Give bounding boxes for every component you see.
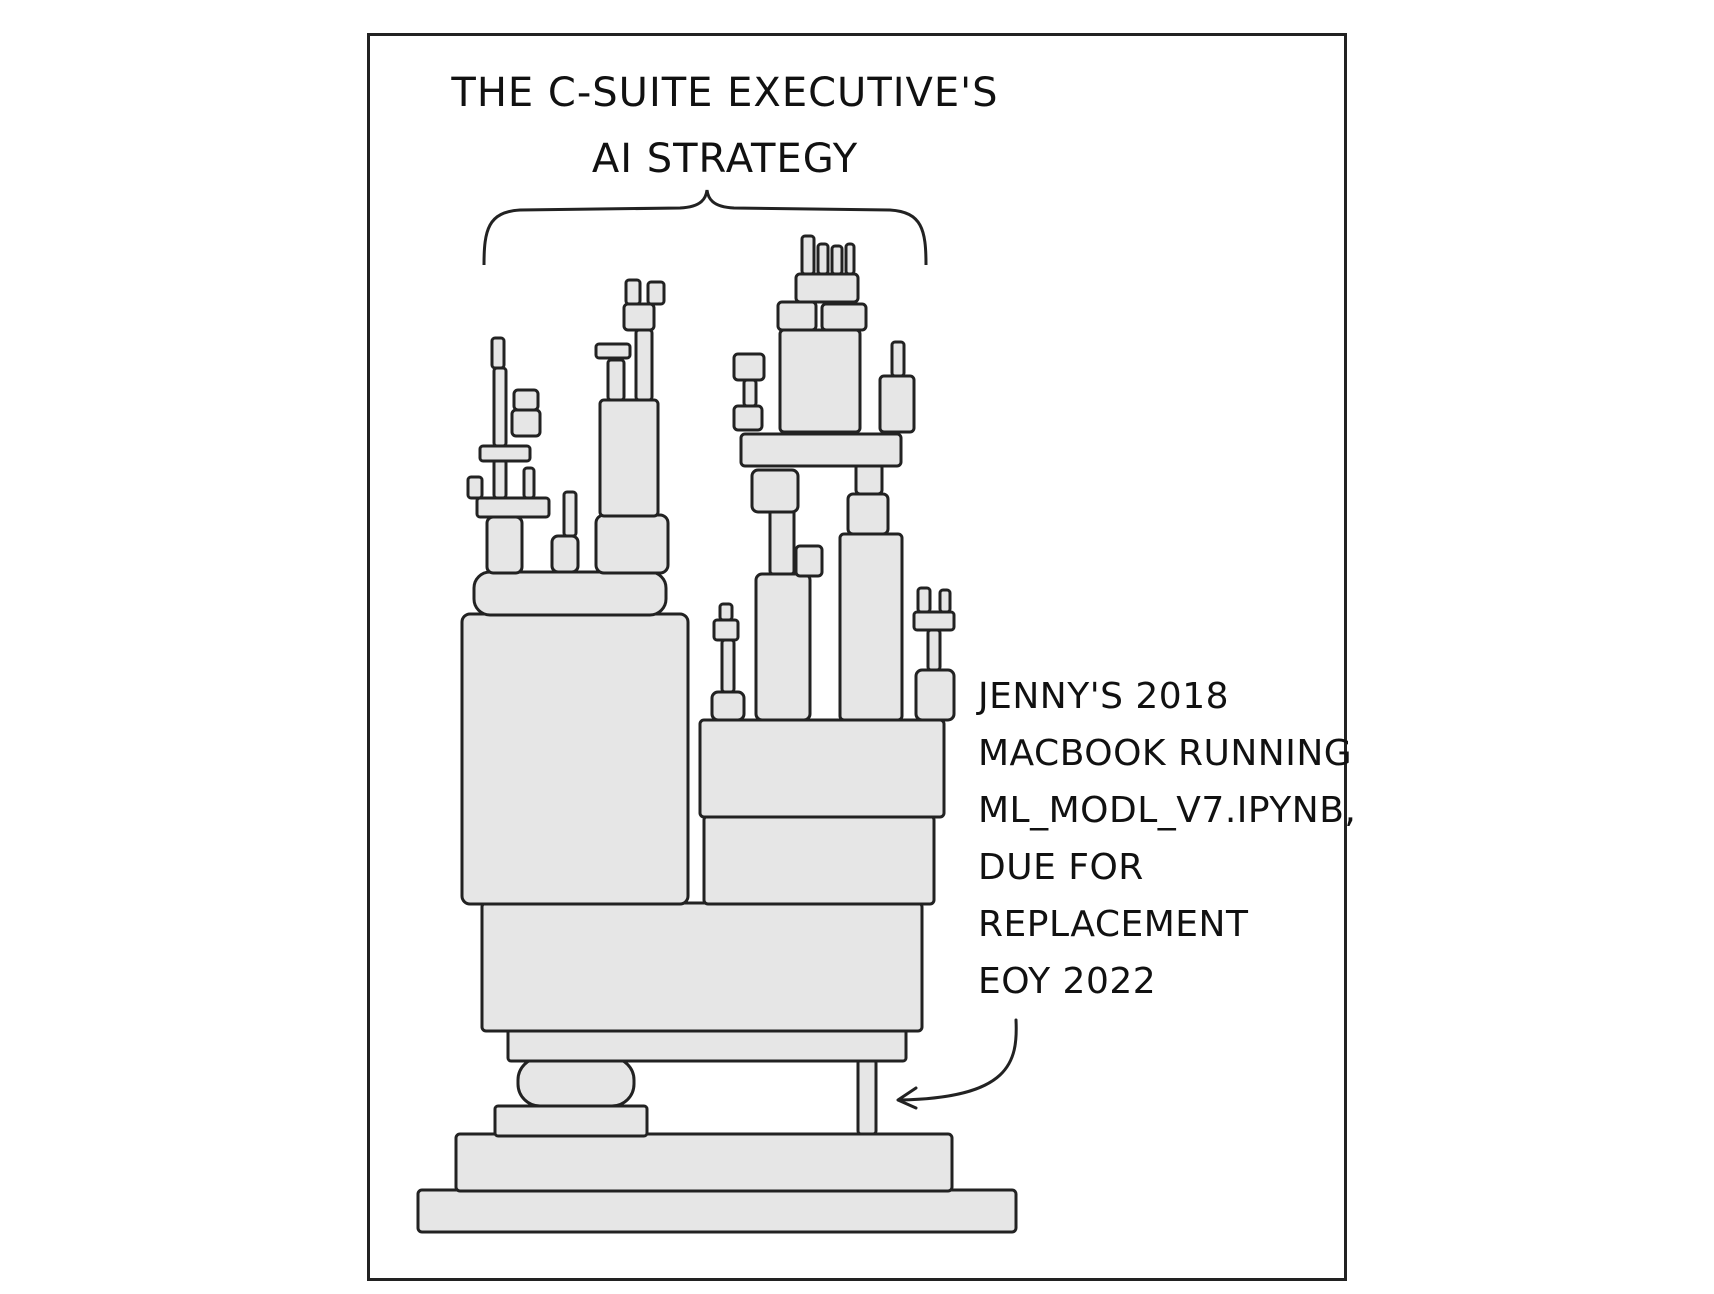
tower-block [830, 244, 844, 276]
tower-block [478, 444, 532, 463]
tower-block [506, 1026, 908, 1063]
tower-block [914, 668, 956, 722]
tower-block [754, 572, 812, 722]
tower-block [475, 496, 551, 519]
tower-block [512, 388, 540, 412]
caption-line-6: EOY 2022 [978, 961, 1157, 1002]
caption-line-3: ML_MODL_V7.IPYNB, [978, 790, 1357, 831]
tower-block [718, 602, 734, 622]
tower-block [800, 234, 816, 276]
tower-block [598, 398, 660, 518]
tower-block [622, 302, 656, 332]
title-line-2: AI STRATEGY [591, 136, 859, 182]
caption-line-2: MACBOOK RUNNING [978, 733, 1353, 774]
tower-block [594, 513, 670, 575]
tower-block [485, 515, 524, 575]
tower-block [492, 458, 508, 500]
tower-block [750, 468, 800, 514]
tower-block [844, 242, 856, 276]
tower-block [838, 532, 904, 722]
tower-block [493, 1104, 649, 1138]
tower-block [594, 342, 632, 360]
caption-line-4: DUE FOR [978, 847, 1144, 888]
tower-block [794, 272, 860, 304]
tower-block [739, 432, 903, 468]
tower-block [634, 328, 654, 402]
tower-block [720, 638, 736, 694]
macbook-stick [856, 1058, 878, 1136]
tower-block [646, 280, 666, 306]
tower-block [492, 366, 508, 448]
tower-block [416, 1188, 1018, 1234]
tower-block [702, 814, 936, 906]
tower-block [912, 610, 956, 632]
arrow-icon [898, 1018, 1018, 1102]
arrowhead-icon [896, 1086, 918, 1110]
tower-block [624, 278, 642, 306]
tower-block [454, 1132, 954, 1193]
tower-block [712, 618, 740, 642]
tower-block [480, 901, 924, 1033]
tower-block [466, 475, 484, 500]
tower-block [926, 628, 942, 672]
tower-block [768, 508, 796, 576]
tower-block [562, 490, 578, 538]
tower-block [878, 374, 916, 434]
tower-block [732, 404, 764, 432]
tower-block [472, 570, 668, 617]
caption-line-5: REPLACEMENT [978, 904, 1249, 945]
tower-block [522, 466, 536, 500]
tower-block [742, 378, 758, 408]
caption-line-1: JENNY'S 2018 [978, 676, 1230, 717]
tower-block [778, 328, 862, 434]
tower-block [846, 492, 890, 536]
tower-block [460, 612, 690, 906]
tower-block [516, 1056, 636, 1108]
tower-block [890, 340, 906, 378]
tower-block [938, 588, 952, 614]
tower-block [710, 690, 746, 722]
annotation-caption: JENNY'S 2018 MACBOOK RUNNING ML_MODL_V7.… [978, 668, 1357, 1010]
tower-block [854, 462, 884, 496]
tower-block [816, 242, 830, 276]
tower-block [510, 408, 542, 438]
tower-block [820, 302, 868, 332]
comic-title: THE C-SUITE EXECUTIVE'S AI STRATEGY [405, 60, 1045, 192]
tower-block [776, 300, 818, 332]
tower-block [794, 544, 824, 578]
tower-block [550, 534, 580, 574]
tower-block [732, 352, 766, 382]
title-line-1: THE C-SUITE EXECUTIVE'S [451, 70, 999, 116]
tower-block [698, 718, 946, 819]
tower-block [916, 586, 932, 614]
curly-brace [482, 189, 928, 266]
tower-block [606, 358, 626, 402]
tower-block [490, 336, 506, 370]
